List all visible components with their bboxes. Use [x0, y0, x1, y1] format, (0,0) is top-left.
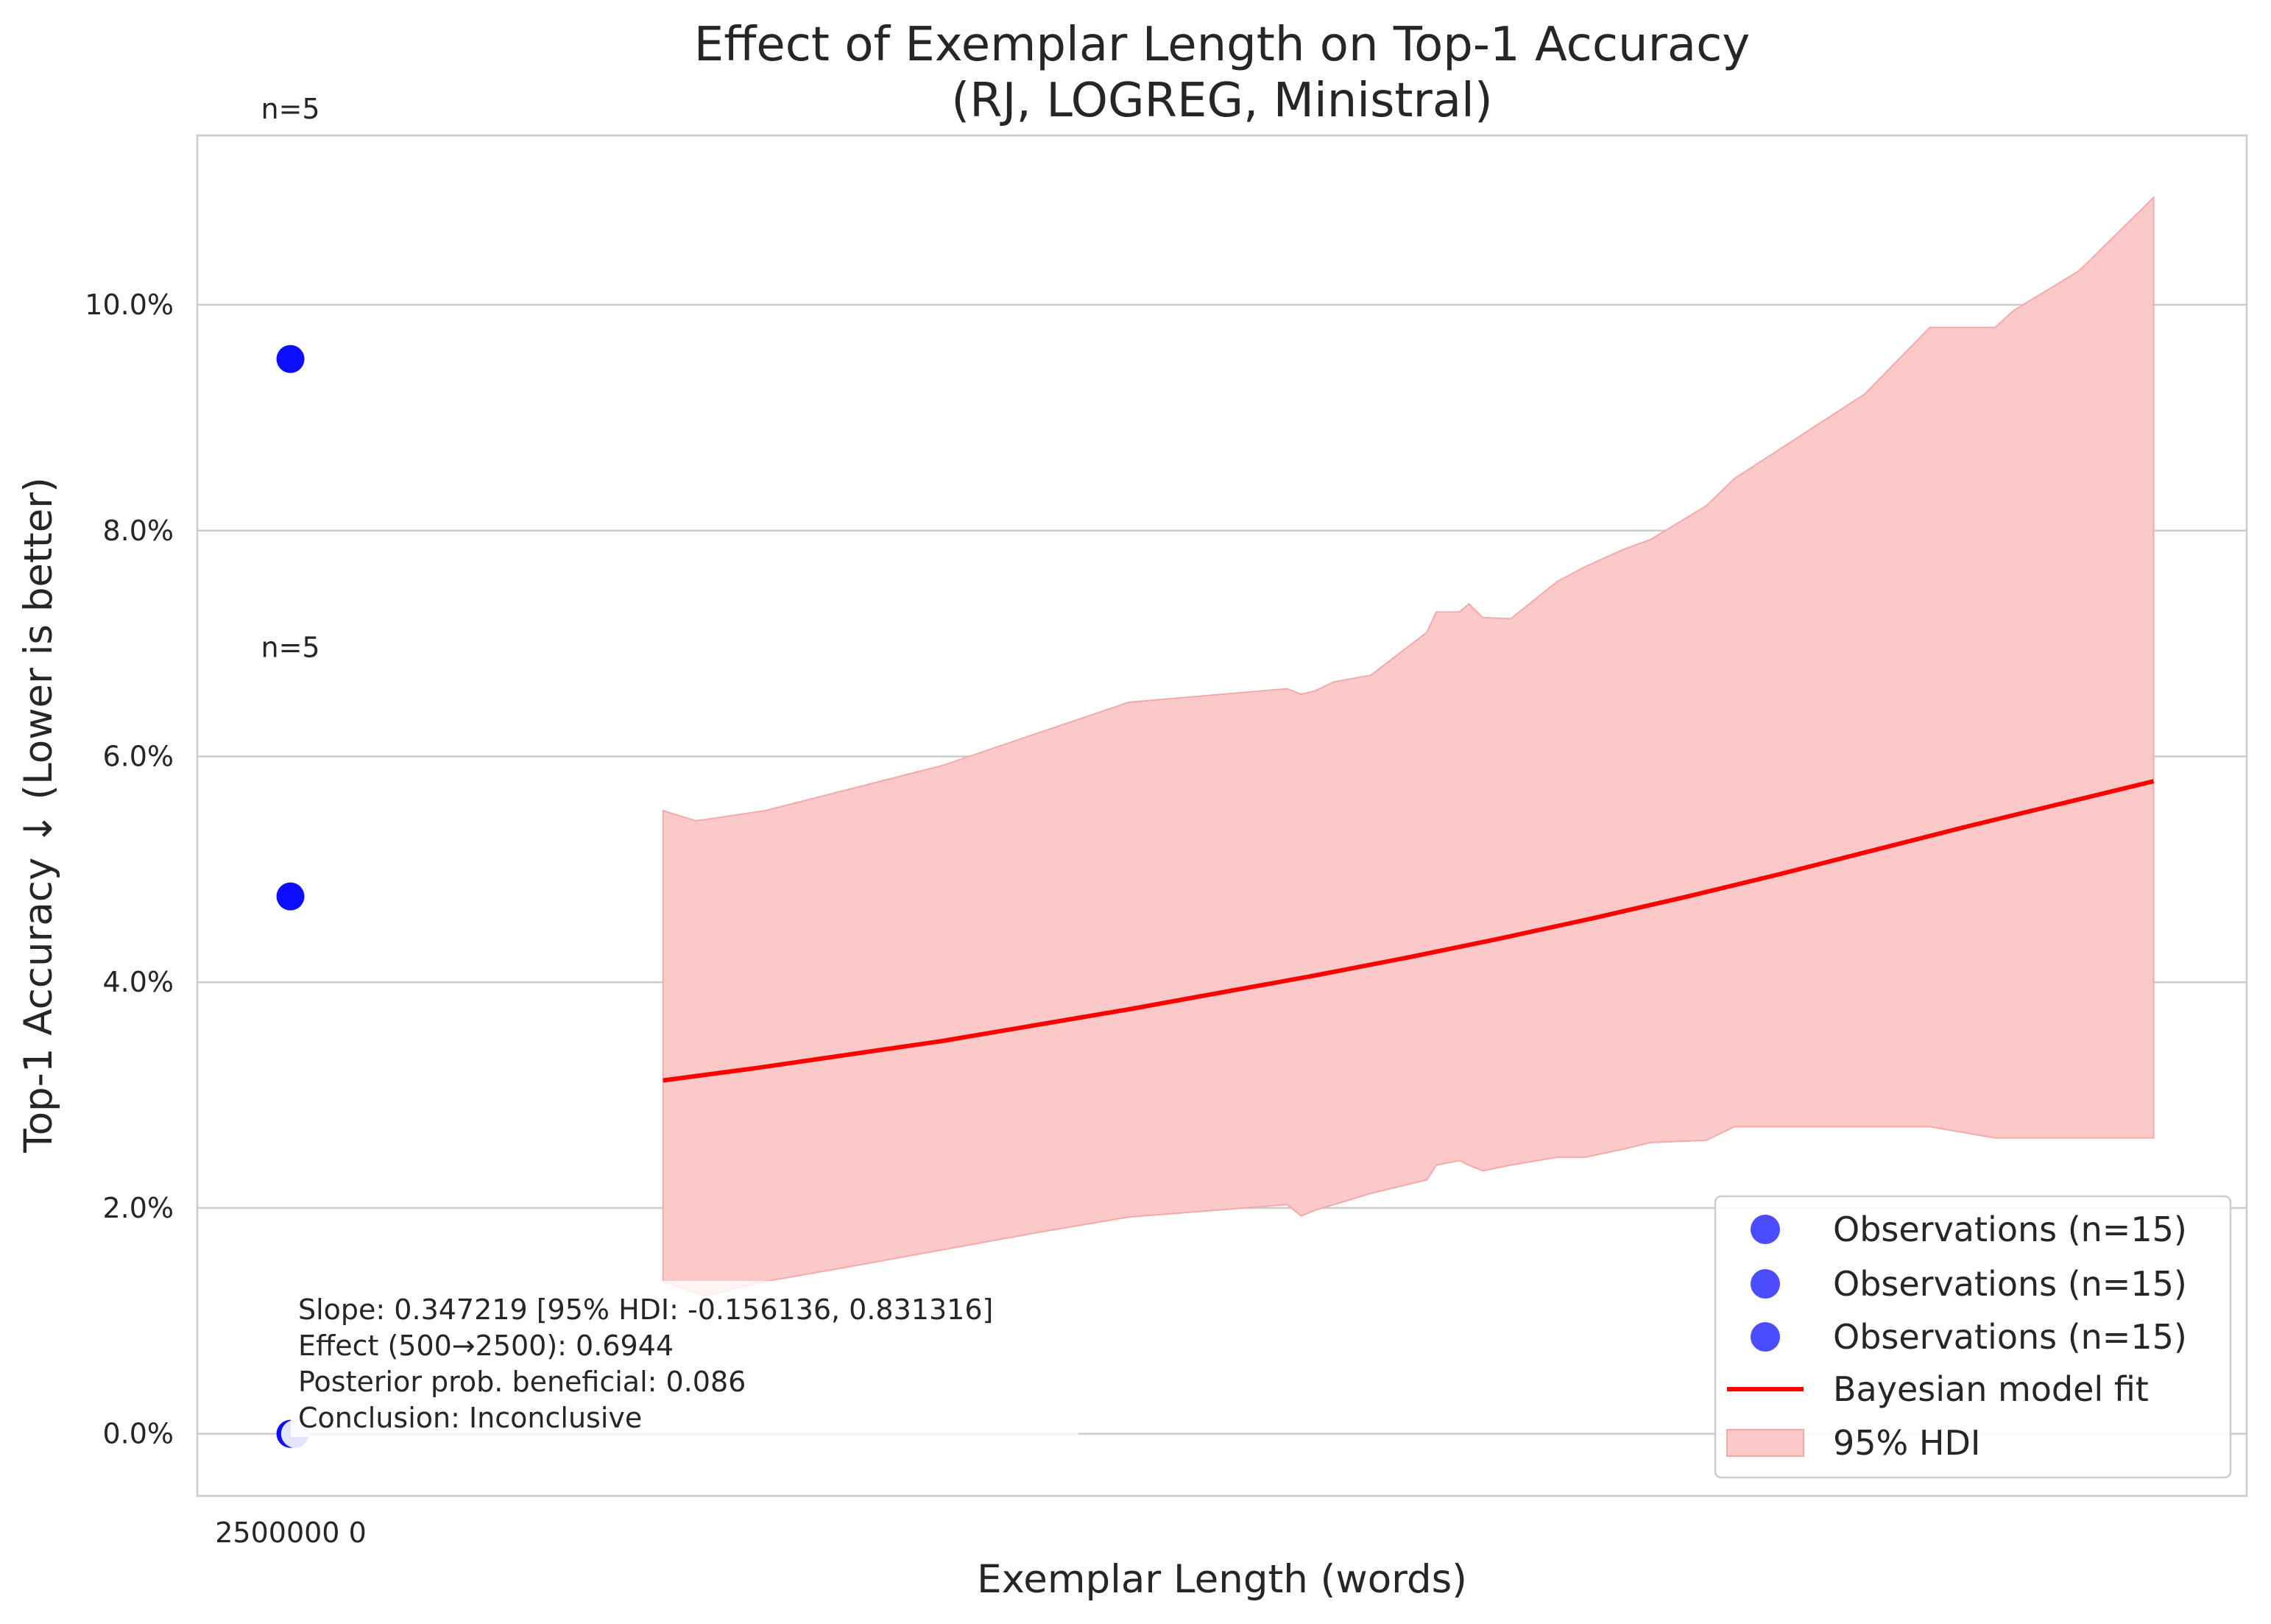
legend-label-observations-2: Observations (n=15): [1833, 1264, 2187, 1304]
observation-point: [276, 345, 305, 373]
count-label: n=5: [261, 632, 319, 664]
fit-line: [663, 779, 2155, 1083]
hdi-band-layer: [662, 195, 2155, 1297]
legend-marker-observations-3: [1751, 1322, 1780, 1352]
legend-patch-hdi: [1726, 1429, 1804, 1457]
stats-line-posterior: Posterior prob. beneficial: 0.086: [298, 1366, 746, 1398]
stats-line-conclusion: Conclusion: Inconclusive: [298, 1402, 642, 1434]
y-tick-label: 8.0%: [102, 515, 174, 547]
legend-marker-observations-1: [1751, 1215, 1780, 1244]
legend-marker-observations-2: [1751, 1269, 1780, 1299]
legend-label-observations-3: Observations (n=15): [1833, 1317, 2187, 1357]
count-labels: n=5 n=5: [261, 93, 319, 664]
x-tick-label-overlap: 2500000 0: [215, 1517, 367, 1549]
legend-label-observations-1: Observations (n=15): [1833, 1210, 2187, 1249]
stats-line-slope: Slope: 0.347219 [95% HDI: -0.156136, 0.8…: [298, 1293, 993, 1326]
chart-title: Effect of Exemplar Length on Top-1 Accur…: [694, 18, 1750, 72]
legend-label-fit: Bayesian model fit: [1833, 1369, 2149, 1409]
y-tick-label: 2.0%: [102, 1192, 174, 1224]
y-axis-label: Top-1 Accuracy ↓ (Lower is better): [16, 477, 61, 1154]
axes-spines: [196, 134, 2248, 1497]
fit-line-layer: [663, 779, 2155, 1083]
x-axis-label: Exemplar Length (words): [977, 1557, 1467, 1602]
y-axis-ticks: 0.0% 2.0% 4.0% 6.0% 8.0% 10.0%: [85, 289, 174, 1450]
y-tick-label: 10.0%: [85, 289, 174, 321]
chart-subtitle: (RJ, LOGREG, Ministral): [951, 74, 1493, 128]
legend-label-hdi: 95% HDI: [1833, 1423, 1980, 1463]
stats-annotation: Slope: 0.347219 [95% HDI: -0.156136, 0.8…: [291, 1281, 1078, 1437]
axes-frame: [196, 134, 2248, 1497]
legend: Observations (n=15) Observations (n=15) …: [1714, 1195, 2232, 1479]
y-tick-label: 0.0%: [102, 1418, 174, 1450]
stats-line-effect: Effect (500→2500): 0.6944: [298, 1330, 674, 1362]
stats-background: [291, 1281, 1078, 1437]
observation-point: [276, 882, 305, 911]
y-tick-label: 4.0%: [102, 966, 174, 998]
count-label: n=5: [261, 93, 319, 125]
hdi-band: [662, 195, 2155, 1297]
legend-frame: [1714, 1195, 2232, 1479]
y-tick-label: 6.0%: [102, 740, 174, 772]
